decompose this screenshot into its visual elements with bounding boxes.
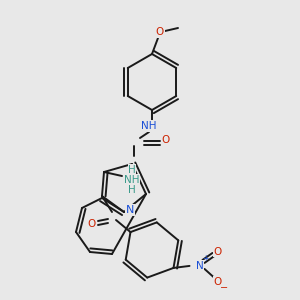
Text: O: O [213,247,222,257]
Text: O: O [88,219,96,229]
Text: O: O [213,277,222,287]
Text: H: H [128,185,136,195]
Text: O: O [162,135,170,145]
Text: H: H [128,165,136,175]
Text: +: + [202,254,209,263]
Text: NH: NH [141,121,157,131]
Text: N: N [126,205,134,215]
Text: O: O [156,27,164,37]
Text: N: N [196,261,203,271]
Text: NH: NH [124,175,140,185]
Text: −: − [220,283,229,293]
